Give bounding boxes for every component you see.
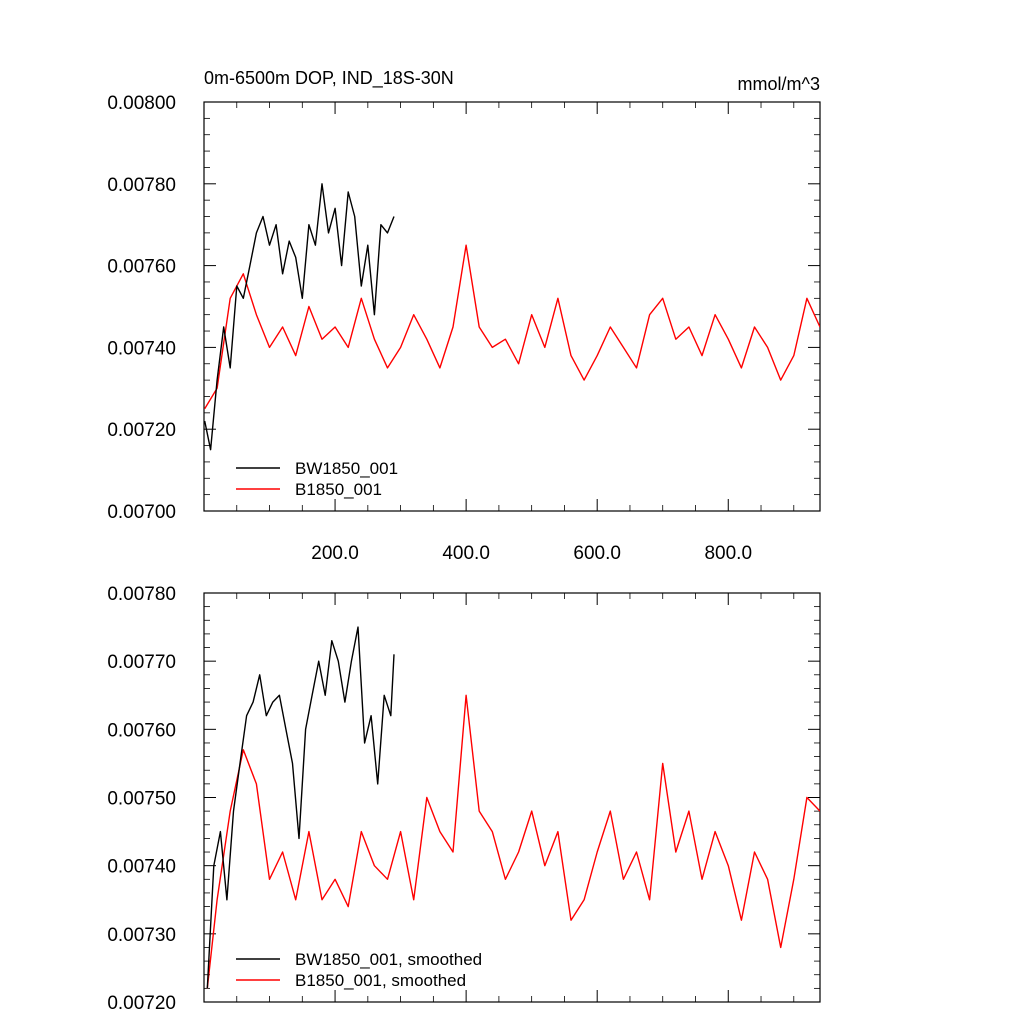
- legend-label: BW1850_001, smoothed: [295, 950, 482, 969]
- y-tick-label: 0.00750: [107, 789, 176, 810]
- bottom-panel: 0.00720 0.00730 0.00740 0.00750 0.00760 0.007…: [107, 584, 821, 1014]
- legend-label: B1850_001, smoothed: [295, 971, 466, 990]
- x-tick-label: 400.0: [442, 543, 490, 564]
- y-tick-label: 0.00780: [107, 175, 176, 196]
- top-panel: 0.00700 0.00720 0.00740 0.00760 0.00780 0.008…: [107, 68, 821, 564]
- y-tick-label: 0.00780: [107, 584, 176, 605]
- y-tick-label: 0.00720: [107, 420, 176, 441]
- units-label: mmol/m^3: [738, 74, 820, 94]
- y-tick-label: 0.00770: [107, 652, 176, 673]
- y-tick-label: 0.00740: [107, 338, 176, 359]
- x-tick-label: 200.0: [311, 543, 359, 564]
- x-tick-label: 800.0: [704, 543, 752, 564]
- legend-label: B1850_001: [295, 480, 382, 499]
- y-tick-label: 0.00760: [107, 720, 176, 741]
- series-line-1: [204, 244, 820, 410]
- series-line-0: [206, 626, 395, 989]
- y-tick-label: 0.00740: [107, 857, 176, 878]
- chart-title: 0m-6500m DOP, IND_18S-30N: [204, 68, 454, 89]
- series-line-1: [206, 694, 820, 989]
- y-tick-label: 0.00730: [107, 925, 176, 946]
- plot-frame: [203, 101, 821, 512]
- x-tick-label: 600.0: [573, 543, 621, 564]
- series-line-0: [204, 183, 395, 451]
- legend-label: BW1850_001: [295, 459, 398, 478]
- y-tick-label: 0.00800: [107, 93, 176, 114]
- y-tick-label: 0.00700: [107, 502, 176, 523]
- plot-frame: [203, 592, 821, 1003]
- y-tick-label: 0.00720: [107, 993, 176, 1014]
- y-tick-label: 0.00760: [107, 257, 176, 278]
